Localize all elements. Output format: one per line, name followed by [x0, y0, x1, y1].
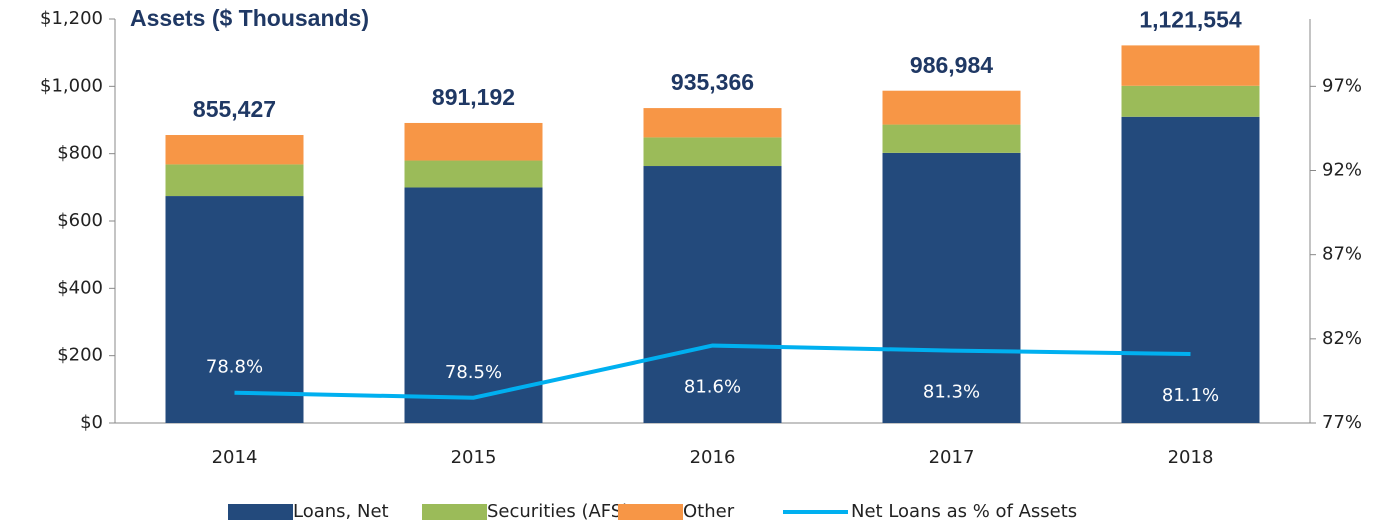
- bar-segment: [165, 196, 304, 423]
- y-tick-label: $600: [57, 210, 103, 231]
- bar-segment: [882, 90, 1021, 125]
- x-tick-label: 2018: [1168, 447, 1214, 468]
- line: [234, 343, 1191, 400]
- x-tick-label: 2017: [929, 447, 975, 468]
- x-tick-label: 2015: [451, 447, 497, 468]
- y2-tick-label: 97%: [1322, 75, 1362, 96]
- bar-segment: [404, 187, 543, 423]
- legend-label: Other: [683, 501, 735, 522]
- data-label: 81.6%: [684, 377, 741, 398]
- total-label: 935,366: [671, 69, 754, 95]
- y-tick-label: $1,000: [40, 75, 103, 96]
- bar-segment: [404, 160, 543, 188]
- legend-swatch: [618, 504, 683, 520]
- bar-segment: [643, 166, 782, 423]
- legend-swatch: [422, 504, 487, 520]
- bar-segment: [165, 135, 304, 165]
- bar-segment: [1121, 45, 1260, 86]
- data-label: 78.5%: [445, 362, 502, 383]
- data-label: 81.3%: [923, 382, 980, 403]
- legend-swatch: [228, 504, 293, 520]
- y-tick-label: $400: [57, 277, 103, 298]
- y-tick-label: $0: [80, 412, 103, 433]
- total-label: 986,984: [910, 52, 993, 78]
- bar-segment: [882, 124, 1021, 153]
- bar-segment: [643, 137, 782, 167]
- bar-segment: [404, 122, 543, 161]
- y2-tick-label: 82%: [1322, 328, 1362, 349]
- total-label: 891,192: [432, 84, 515, 110]
- x-tick-label: 2016: [690, 447, 736, 468]
- y2-tick-label: 87%: [1322, 244, 1362, 265]
- legend-label: Securities (AFS): [487, 501, 629, 522]
- total-label: 855,427: [193, 96, 276, 122]
- x-tick-label: 2014: [212, 447, 258, 468]
- y-tick-label: $1,200: [40, 8, 103, 29]
- y-tick-label: $200: [57, 345, 103, 366]
- data-label: 81.1%: [1162, 385, 1219, 406]
- legend-label: Loans, Net: [293, 501, 389, 522]
- y2-tick-label: 77%: [1322, 412, 1362, 433]
- total-label: 1,121,554: [1139, 6, 1242, 32]
- bar-segment: [165, 164, 304, 197]
- bar-segment: [1121, 85, 1260, 117]
- bar-segment: [643, 108, 782, 138]
- data-label: 78.8%: [206, 357, 263, 378]
- bar-segment: [1121, 116, 1260, 423]
- chart-title: Assets ($ Thousands): [130, 5, 369, 31]
- y2-tick-label: 92%: [1322, 160, 1362, 181]
- bar-segment: [882, 152, 1021, 423]
- y-tick-label: $800: [57, 143, 103, 164]
- legend-label: Net Loans as % of Assets: [851, 501, 1077, 522]
